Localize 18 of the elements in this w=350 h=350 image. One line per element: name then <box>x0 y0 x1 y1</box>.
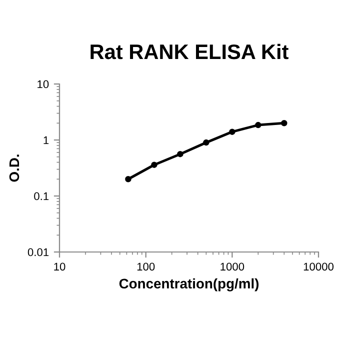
x-tick-label: 100 <box>137 262 155 271</box>
y-tick-label: 0.01 <box>28 248 49 256</box>
y-tick-label: 10 <box>38 80 49 88</box>
point <box>125 176 132 182</box>
y-tick-label: 1 <box>44 136 49 144</box>
y-tick-label: 0.1 <box>34 192 49 200</box>
chart-title: Rat RANK ELISA Kit <box>90 44 288 60</box>
point <box>177 150 184 158</box>
point <box>203 139 210 146</box>
x-tick-label: 10 <box>54 262 66 271</box>
x-tick-label: 1000 <box>220 262 244 271</box>
point <box>281 120 288 126</box>
x-tick-label: 10000 <box>304 262 334 271</box>
point <box>151 162 158 168</box>
point <box>255 122 262 128</box>
x-axis-title: Concentration(pg/ml) <box>119 278 259 292</box>
point <box>229 128 236 135</box>
y-axis-title: O.D. <box>9 154 20 182</box>
